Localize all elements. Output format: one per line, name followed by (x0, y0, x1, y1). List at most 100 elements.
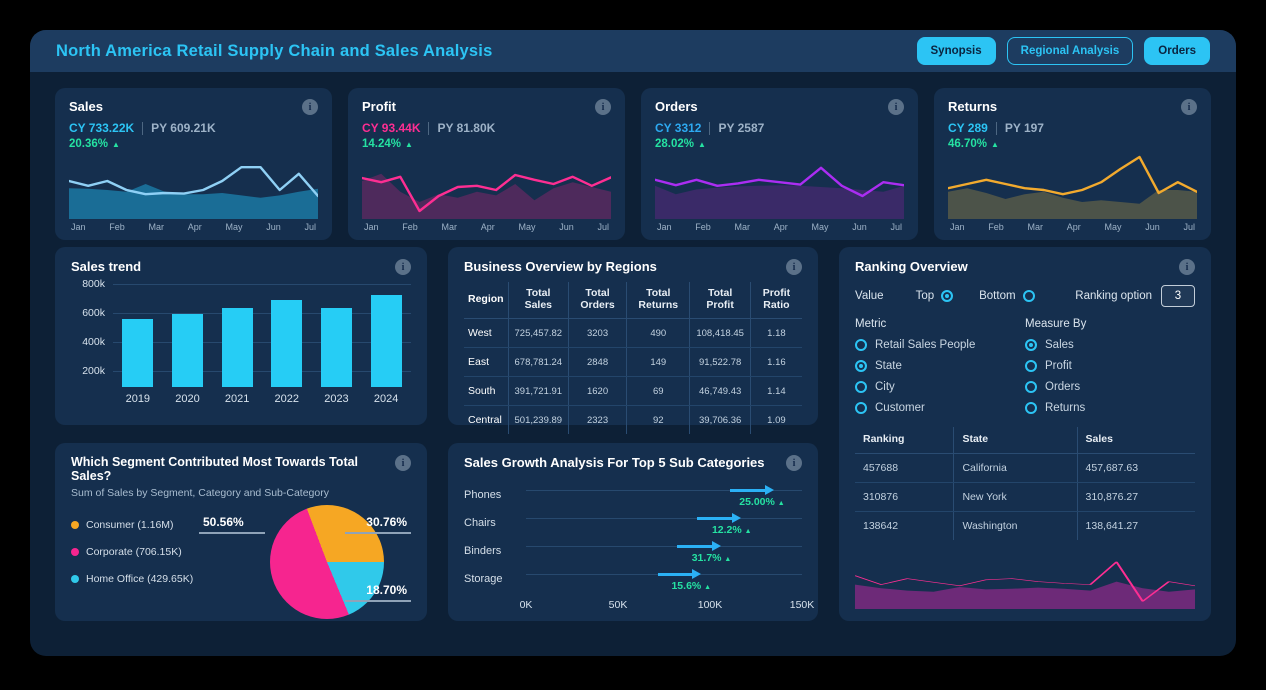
table-cell: West (464, 318, 509, 348)
synopsis-button[interactable]: Synopsis (916, 37, 996, 65)
bar[interactable] (320, 308, 352, 387)
table-cell: 1.18 (750, 318, 802, 348)
table-cell: 1.14 (750, 376, 802, 406)
bars (113, 285, 411, 387)
radio-option[interactable]: State (855, 360, 1025, 372)
table-cell: 457,687.63 (1077, 453, 1195, 483)
radio-option-bottom[interactable]: Bottom (979, 290, 1035, 302)
column-header[interactable]: Region (464, 282, 509, 319)
table-row[interactable]: West 725,457.82 3203 490 108,418.45 1.18 (464, 318, 802, 348)
returns-sparkline (948, 154, 1197, 219)
month-label: May (518, 222, 536, 232)
column-header[interactable]: Sales (1077, 427, 1195, 454)
growth-arrow-icon[interactable] (697, 513, 742, 523)
radio-icon[interactable] (855, 339, 867, 351)
table-cell: 310,876.27 (1077, 482, 1195, 512)
radio-selected-icon[interactable] (1025, 339, 1037, 351)
card-subtitle: Sum of Sales by Segment, Category and Su… (71, 487, 329, 499)
table-cell: 39,706.36 (689, 405, 751, 434)
table-row[interactable]: Central 501,239.89 2323 92 39,706.36 1.09 (464, 405, 802, 434)
legend-item[interactable]: Home Office (429.65K) (71, 573, 193, 585)
column-header[interactable]: Total Returns (626, 282, 691, 319)
growth-arrow-icon[interactable] (676, 541, 721, 551)
month-label: Mar (1027, 222, 1044, 232)
growth-arrow-icon[interactable] (658, 569, 701, 579)
bar[interactable] (221, 308, 253, 387)
radio-option[interactable]: Retail Sales People (855, 339, 1025, 351)
trend-up-icon: ▲ (704, 584, 712, 591)
table-cell: California (953, 453, 1078, 483)
bar[interactable] (122, 318, 154, 387)
segment-legend: Consumer (1.16M) Corporate (706.15K) Home … (71, 519, 193, 585)
radio-option[interactable]: Profit (1025, 360, 1195, 372)
column-header[interactable]: Total Profit (689, 282, 751, 319)
column-header[interactable]: Profit Ratio (750, 282, 802, 319)
legend-dot-icon (71, 521, 79, 529)
info-icon[interactable] (786, 455, 802, 471)
info-icon[interactable] (595, 99, 611, 115)
info-icon[interactable] (888, 99, 904, 115)
column-header[interactable]: State (953, 427, 1078, 454)
radio-icon[interactable] (1025, 381, 1037, 393)
column-header[interactable]: Ranking (855, 427, 955, 454)
bar[interactable] (370, 295, 402, 387)
radio-option[interactable]: Sales (1025, 339, 1195, 351)
column-header[interactable]: Total Orders (568, 282, 628, 319)
month-axis: Jan Feb Mar Apr May Jun Jul (362, 222, 611, 232)
divider (142, 121, 144, 135)
table-row[interactable]: South 391,721.91 1620 69 46,749.43 1.14 (464, 376, 802, 406)
radio-icon[interactable] (1022, 290, 1035, 302)
radio-label: State (875, 360, 902, 372)
table-row[interactable]: 310876 New York 310,876.27 (855, 482, 1195, 512)
month-label: Apr (1066, 222, 1081, 232)
info-icon[interactable] (395, 455, 411, 471)
table-row[interactable]: 457688 California 457,687.63 (855, 453, 1195, 483)
table-cell: 2848 (568, 347, 628, 377)
legend-item[interactable]: Corporate (706.15K) (71, 546, 193, 558)
table-cell: 501,239.89 (508, 405, 569, 434)
info-icon[interactable] (1179, 259, 1195, 275)
growth-category-label: Chairs (464, 517, 496, 529)
radio-icon[interactable] (1025, 402, 1037, 414)
month-label: Jul (304, 222, 316, 232)
growth-arrow-icon[interactable] (730, 485, 775, 495)
x-tick-label: 2022 (274, 393, 300, 405)
page-title: North America Retail Supply Chain and Sa… (56, 41, 493, 60)
radio-option[interactable]: Returns (1025, 402, 1195, 414)
bar[interactable] (171, 314, 203, 387)
radio-icon[interactable] (1025, 360, 1037, 372)
sales-trend-categories: 2019 2020 2021 2022 2023 2024 (113, 387, 411, 405)
orders-button[interactable]: Orders (1144, 37, 1210, 65)
month-axis: Jan Feb Mar Apr May Jun Jul (69, 222, 318, 232)
ranking-card: Ranking Overview Value Top Botto (839, 247, 1211, 621)
kpi-cy-value: CY 289 (948, 121, 988, 135)
radio-option-top[interactable]: Top (916, 290, 954, 302)
table-row[interactable]: East 678,781.24 2848 149 91,522.78 1.16 (464, 347, 802, 377)
ranking-table-body: 457688 California 457,687.63 310876 New York… (855, 453, 1195, 540)
bar[interactable] (271, 299, 303, 387)
radio-icon[interactable] (855, 381, 867, 393)
month-label: May (1104, 222, 1122, 232)
table-cell: 3203 (568, 318, 628, 348)
legend-item[interactable]: Consumer (1.16M) (71, 519, 193, 531)
radio-option[interactable]: City (855, 381, 1025, 393)
radio-selected-icon[interactable] (855, 360, 867, 372)
table-row[interactable]: 138642 Washington 138,641.27 (855, 511, 1195, 540)
radio-option[interactable]: Customer (855, 402, 1025, 414)
info-icon[interactable] (395, 259, 411, 275)
ranking-option-input[interactable] (1161, 285, 1195, 307)
regional-analysis-button[interactable]: Regional Analysis (1006, 37, 1134, 65)
radio-label: Customer (875, 402, 925, 414)
month-label: May (811, 222, 829, 232)
radio-selected-icon[interactable] (941, 290, 954, 302)
radio-icon[interactable] (855, 402, 867, 414)
column-header[interactable]: Total Sales (508, 282, 569, 319)
trend-up-icon: ▲ (724, 556, 732, 563)
info-icon[interactable] (302, 99, 318, 115)
radio-option[interactable]: Orders (1025, 381, 1195, 393)
info-icon[interactable] (786, 259, 802, 275)
info-icon[interactable] (1181, 99, 1197, 115)
regions-table-head: Region Total Sales Total Orders Total Retur… (464, 282, 802, 319)
y-tick-label: 800k (82, 278, 105, 290)
